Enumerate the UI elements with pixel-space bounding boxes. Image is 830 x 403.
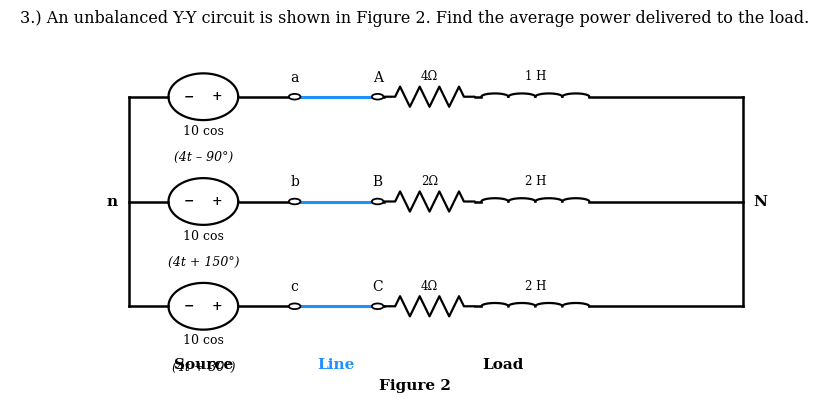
Text: +: + xyxy=(212,90,222,103)
Text: N: N xyxy=(754,195,768,208)
Text: 1 H: 1 H xyxy=(525,71,546,83)
Text: 3.) An unbalanced Y-Y circuit is shown in Figure 2. Find the average power deliv: 3.) An unbalanced Y-Y circuit is shown i… xyxy=(21,10,809,27)
Text: 2 H: 2 H xyxy=(525,280,546,293)
Circle shape xyxy=(289,303,300,309)
Text: b: b xyxy=(290,175,299,189)
Text: a: a xyxy=(290,71,299,85)
Text: 2 H: 2 H xyxy=(525,175,546,188)
Text: B: B xyxy=(373,175,383,189)
Text: C: C xyxy=(373,280,383,294)
Text: −: − xyxy=(183,195,194,208)
Circle shape xyxy=(372,94,383,100)
Text: +: + xyxy=(212,195,222,208)
Text: 4Ω: 4Ω xyxy=(421,280,438,293)
Text: (4t – 90°): (4t – 90°) xyxy=(173,151,233,164)
Text: −: − xyxy=(183,300,194,313)
Text: (4t + 30°): (4t + 30°) xyxy=(172,361,235,374)
Text: Figure 2: Figure 2 xyxy=(379,379,451,393)
Text: 2Ω: 2Ω xyxy=(421,175,438,188)
Circle shape xyxy=(289,199,300,204)
Circle shape xyxy=(289,94,300,100)
Text: 10 cos: 10 cos xyxy=(183,334,224,347)
Text: −: − xyxy=(183,90,194,103)
Circle shape xyxy=(372,303,383,309)
Text: A: A xyxy=(373,71,383,85)
Text: c: c xyxy=(290,280,299,294)
Text: +: + xyxy=(212,300,222,313)
Circle shape xyxy=(372,199,383,204)
Text: Source: Source xyxy=(173,358,233,372)
Text: n: n xyxy=(107,195,118,208)
Text: 10 cos: 10 cos xyxy=(183,125,224,138)
Text: 10 cos: 10 cos xyxy=(183,230,224,243)
Text: Line: Line xyxy=(317,358,355,372)
Text: Load: Load xyxy=(483,358,524,372)
Text: 4Ω: 4Ω xyxy=(421,71,438,83)
Text: (4t + 150°): (4t + 150°) xyxy=(168,256,239,269)
